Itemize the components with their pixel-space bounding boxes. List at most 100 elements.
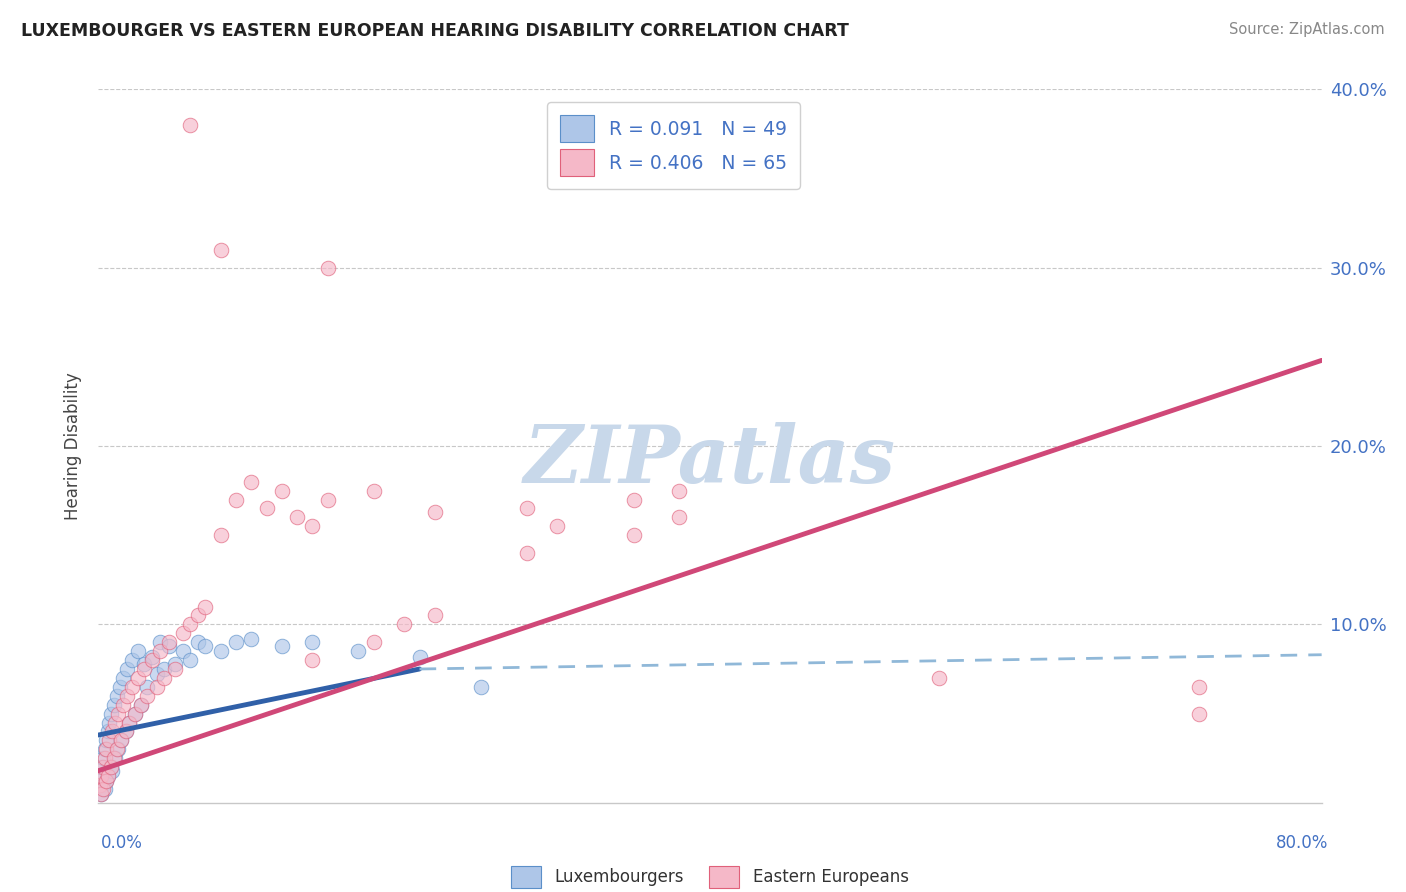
Point (90, 760, 112, 774)
Point (301, 635, 323, 649)
Point (256, 501, 278, 516)
Point (163, 657, 186, 671)
Point (1188, 706, 1211, 721)
Point (316, 492, 339, 507)
Y-axis label: Hearing Disability: Hearing Disability (65, 372, 83, 520)
Point (89, 778, 111, 792)
Point (101, 724, 124, 739)
Point (97, 769, 120, 783)
Point (117, 689, 139, 703)
Point (187, 635, 209, 649)
Point (668, 483, 690, 498)
Point (225, 492, 247, 507)
Point (127, 644, 149, 658)
Point (107, 742, 129, 756)
Point (392, 617, 416, 632)
Point (145, 680, 167, 694)
Point (179, 617, 201, 632)
Point (423, 505, 446, 519)
Point (240, 632, 263, 646)
Point (121, 680, 143, 694)
Point (270, 483, 292, 498)
Point (90, 769, 112, 783)
Point (103, 751, 125, 765)
Point (623, 145, 645, 159)
Point (118, 715, 141, 730)
Point (118, 715, 141, 730)
Point (546, 519, 568, 533)
Point (124, 706, 146, 721)
Point (516, 501, 538, 516)
Point (134, 662, 156, 676)
Point (240, 475, 263, 489)
Point (110, 733, 132, 747)
Point (91, 778, 114, 792)
Point (94, 742, 117, 756)
Point (163, 662, 186, 676)
Point (141, 653, 163, 667)
Point (408, 649, 430, 664)
Point (316, 260, 339, 275)
Point (668, 510, 690, 524)
Point (172, 644, 194, 658)
Point (157, 635, 180, 649)
Point (928, 671, 950, 685)
Point (107, 706, 129, 721)
Point (194, 599, 217, 614)
Point (187, 608, 209, 623)
Point (104, 751, 127, 765)
Point (423, 608, 446, 623)
Point (179, 653, 201, 667)
Point (129, 698, 152, 712)
Point (91, 760, 114, 774)
Point (89, 769, 111, 783)
Point (363, 635, 385, 649)
Point (363, 483, 385, 498)
Legend: Luxembourgers, Eastern Europeans: Luxembourgers, Eastern Europeans (505, 860, 915, 892)
Point (94, 774, 117, 789)
Point (93, 742, 115, 756)
Text: ZIPatlas: ZIPatlas (524, 422, 896, 499)
Point (90, 787, 112, 801)
Point (285, 510, 308, 524)
Point (623, 492, 645, 507)
Point (516, 546, 538, 560)
Point (172, 626, 194, 640)
Point (209, 243, 232, 257)
Point (153, 671, 176, 685)
Point (97, 724, 120, 739)
Point (124, 706, 146, 721)
Text: LUXEMBOURGER VS EASTERN EUROPEAN HEARING DISABILITY CORRELATION CHART: LUXEMBOURGER VS EASTERN EUROPEAN HEARING… (21, 22, 849, 40)
Point (1188, 680, 1211, 694)
Point (145, 667, 167, 681)
Point (194, 639, 217, 653)
Point (98, 715, 121, 730)
Point (149, 644, 172, 658)
Point (94, 774, 117, 789)
Point (105, 742, 128, 756)
Point (100, 760, 122, 774)
Point (101, 764, 124, 778)
Point (623, 528, 645, 542)
Point (136, 689, 159, 703)
Point (127, 671, 149, 685)
Point (111, 698, 134, 712)
Point (115, 724, 138, 739)
Point (134, 657, 156, 671)
Point (301, 519, 323, 533)
Point (149, 635, 172, 649)
Point (225, 635, 247, 649)
Point (98, 733, 121, 747)
Point (108, 680, 131, 694)
Point (347, 644, 370, 658)
Point (91, 781, 114, 796)
Point (209, 528, 232, 542)
Point (115, 724, 138, 739)
Point (100, 706, 122, 721)
Point (104, 715, 127, 730)
Point (93, 751, 115, 765)
Point (93, 781, 115, 796)
Point (129, 698, 152, 712)
Point (141, 649, 163, 664)
Point (470, 680, 492, 694)
